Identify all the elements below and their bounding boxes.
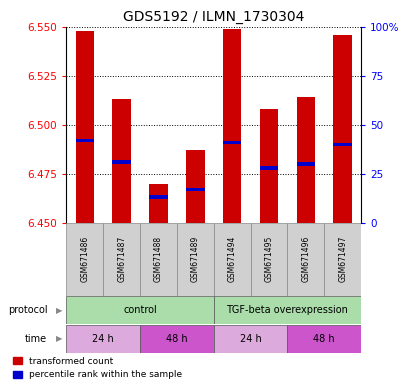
Text: 48 h: 48 h [166, 334, 188, 344]
Text: GSM671496: GSM671496 [301, 236, 310, 282]
Bar [260, 109, 278, 223]
FancyBboxPatch shape [66, 223, 103, 296]
Bar [223, 141, 242, 144]
Bar [260, 166, 278, 170]
Bar [149, 184, 168, 223]
Bar [186, 150, 205, 223]
Bar [297, 162, 315, 166]
Bar [76, 31, 94, 223]
FancyBboxPatch shape [214, 296, 361, 324]
Text: ▶: ▶ [56, 334, 63, 343]
Text: control: control [123, 305, 157, 315]
Legend: transformed count, percentile rank within the sample: transformed count, percentile rank withi… [13, 357, 182, 379]
Text: 24 h: 24 h [240, 334, 261, 344]
Text: GSM671495: GSM671495 [264, 236, 273, 282]
Text: GSM671488: GSM671488 [154, 236, 163, 282]
Bar [149, 195, 168, 199]
FancyBboxPatch shape [140, 325, 214, 353]
Text: GSM671486: GSM671486 [81, 236, 89, 282]
Text: time: time [25, 334, 47, 344]
FancyBboxPatch shape [287, 325, 361, 353]
Bar [186, 188, 205, 191]
Bar [76, 139, 94, 142]
Text: TGF-beta overexpression: TGF-beta overexpression [227, 305, 348, 315]
Title: GDS5192 / ILMN_1730304: GDS5192 / ILMN_1730304 [123, 10, 305, 25]
Text: 24 h: 24 h [93, 334, 114, 344]
Text: GSM671487: GSM671487 [117, 236, 126, 282]
Bar [297, 98, 315, 223]
Text: 48 h: 48 h [313, 334, 335, 344]
Text: protocol: protocol [8, 305, 48, 315]
FancyBboxPatch shape [66, 325, 140, 353]
Bar [112, 160, 131, 164]
FancyBboxPatch shape [140, 223, 177, 296]
FancyBboxPatch shape [324, 223, 361, 296]
FancyBboxPatch shape [177, 223, 214, 296]
Text: GSM671494: GSM671494 [228, 236, 237, 282]
FancyBboxPatch shape [288, 223, 324, 296]
Bar [112, 99, 131, 223]
Bar [333, 142, 352, 146]
FancyBboxPatch shape [214, 325, 287, 353]
FancyBboxPatch shape [66, 296, 214, 324]
FancyBboxPatch shape [214, 223, 251, 296]
Text: ▶: ▶ [56, 306, 63, 314]
Text: GSM671489: GSM671489 [191, 236, 200, 282]
FancyBboxPatch shape [103, 223, 140, 296]
Bar [223, 29, 242, 223]
Text: GSM671497: GSM671497 [338, 236, 347, 282]
Bar [333, 35, 352, 223]
FancyBboxPatch shape [251, 223, 287, 296]
